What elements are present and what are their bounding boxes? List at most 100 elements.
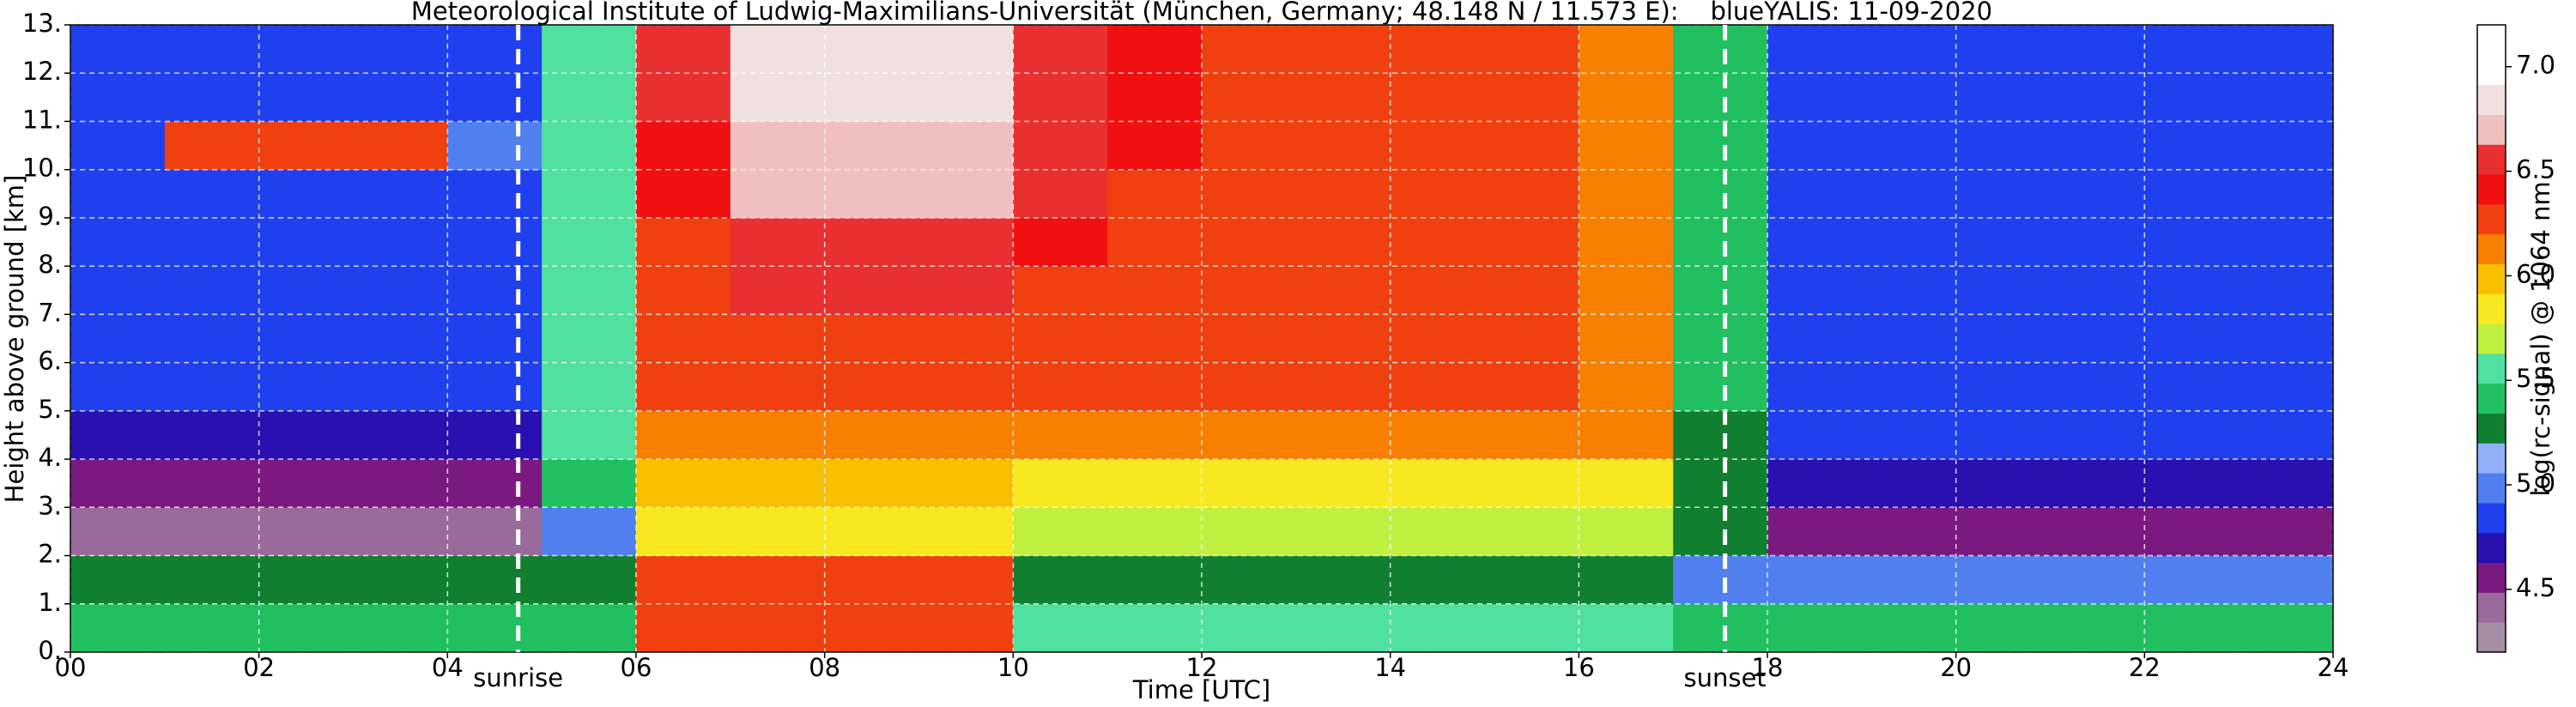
heatmap-cell (636, 266, 731, 315)
heatmap-cell (2239, 266, 2334, 315)
heatmap-cell (1013, 169, 1108, 219)
y-tick-label: 0. (38, 636, 62, 665)
heatmap-cell (1861, 169, 1957, 219)
heatmap-cell (70, 121, 166, 171)
heatmap-cell (164, 121, 260, 171)
y-tick-label: 6. (38, 347, 62, 376)
x-tick-label: 08 (809, 653, 840, 682)
chart-title: Meteorological Institute of Ludwig-Maxim… (411, 0, 1992, 26)
heatmap-cell (2239, 217, 2334, 267)
heatmap-cell (1013, 555, 1108, 605)
y-tick-label: 5. (38, 395, 62, 424)
heatmap-cell (2050, 314, 2145, 364)
x-tick-label: 18 (1752, 653, 1784, 682)
heatmap-cell (258, 603, 354, 653)
heatmap-cell (2050, 410, 2145, 460)
y-tick-label: 10. (22, 154, 62, 183)
heatmap-cell (2050, 121, 2145, 171)
heatmap-cell (1295, 459, 1391, 508)
heatmap-cell (1579, 217, 1674, 267)
heatmap-cell (2050, 73, 2145, 122)
heatmap-cell (447, 507, 542, 557)
heatmap-cell (636, 121, 731, 171)
heatmap-cell (636, 555, 731, 605)
colorbar-band (2477, 203, 2506, 235)
heatmap-cell (2144, 603, 2240, 653)
colorbar-band (2477, 84, 2506, 115)
heatmap-cell (1295, 25, 1391, 74)
colorbar-tick-label: 5.0 (2516, 468, 2555, 498)
heatmap-cell (1579, 555, 1674, 605)
heatmap-cell (824, 314, 919, 364)
heatmap-cell (1484, 459, 1579, 508)
heatmap-cell (164, 266, 260, 315)
colorbar-band (2477, 353, 2506, 384)
heatmap-cell (1484, 121, 1579, 171)
heatmap-cell (636, 410, 731, 460)
heatmap-cell (2050, 362, 2145, 412)
colorbar-band (2477, 114, 2506, 145)
heatmap-cell (2144, 217, 2240, 267)
heatmap-cell (70, 603, 166, 653)
heatmap-cell (258, 266, 354, 315)
heatmap-cell (1861, 121, 1957, 171)
heatmap-cell (1484, 217, 1579, 267)
heatmap-cell (636, 459, 731, 508)
heatmap-cell (730, 73, 826, 122)
heatmap-cell (1107, 314, 1203, 364)
heatmap-cell (730, 169, 826, 219)
colorbar-band (2477, 144, 2506, 175)
heatmap-cell (1767, 121, 1863, 171)
heatmap-cell (2239, 169, 2334, 219)
heatmap-cell (730, 314, 826, 364)
x-tick-label: 16 (1563, 653, 1595, 682)
x-tick-label: 02 (243, 653, 275, 682)
colorbar-band (2477, 622, 2506, 653)
heatmap-cell (70, 555, 166, 605)
heatmap-cell (730, 217, 826, 267)
heatmap-cell (918, 314, 1014, 364)
x-tick-label: 04 (432, 653, 464, 682)
heatmap-cell (824, 603, 919, 653)
heatmap-cell (1295, 410, 1391, 460)
heatmap-cell (1107, 266, 1203, 315)
y-tick-label: 3. (38, 491, 62, 520)
heatmap-cell (636, 25, 731, 74)
heatmap-cell (2050, 266, 2145, 315)
heatmap-cell (1673, 507, 1768, 557)
heatmap-cell (918, 459, 1014, 508)
heatmap-cell (2144, 362, 2240, 412)
heatmap-cell (1861, 266, 1957, 315)
heatmap-cell (1955, 555, 2051, 605)
heatmap-cell (918, 507, 1014, 557)
heatmap-cell (730, 410, 826, 460)
heatmap-cell (164, 507, 260, 557)
heatmap-cell (1579, 314, 1674, 364)
heatmap-cell (1955, 169, 2051, 219)
colorbar-frame (2476, 24, 2506, 653)
x-tick-label: 20 (1940, 653, 1972, 682)
heatmap-cell (1955, 217, 2051, 267)
heatmap-cell (730, 603, 826, 653)
colorbar-band (2477, 592, 2506, 623)
heatmap-cell (1295, 507, 1391, 557)
y-tick-label: 13. (22, 9, 62, 38)
heatmap-cell (1295, 555, 1391, 605)
heatmap-cell (1861, 555, 1957, 605)
heatmap-cell (447, 410, 542, 460)
heatmap-cell (1955, 25, 2051, 74)
heatmap-cell (1673, 362, 1768, 412)
heatmap-cell (542, 362, 637, 412)
annotation-label: sunset (1683, 663, 1766, 692)
heatmap-cell (542, 410, 637, 460)
colorbar-band (2477, 502, 2506, 534)
heatmap-cell (1484, 362, 1579, 412)
colorbar-band (2477, 263, 2506, 294)
heatmap-cell (1673, 121, 1768, 171)
heatmap-cell (447, 217, 542, 267)
heatmap-cell (2144, 410, 2240, 460)
heatmap-cell (1390, 507, 1485, 557)
heatmap-cell (824, 362, 919, 412)
heatmap-cell (164, 217, 260, 267)
y-tick-label: 1. (38, 588, 62, 617)
